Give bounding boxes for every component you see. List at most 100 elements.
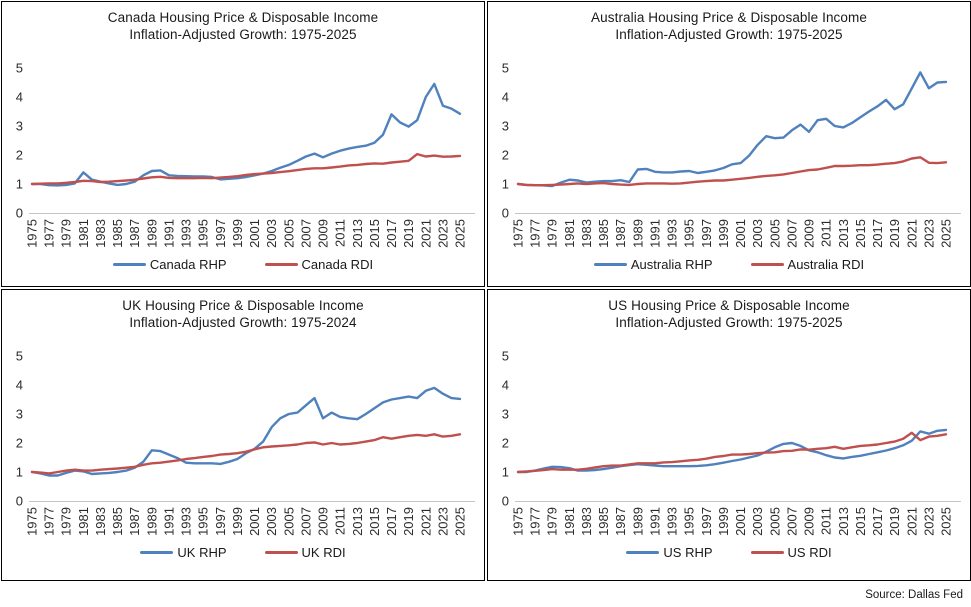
x-tick-label: 1999 <box>716 507 731 536</box>
legend-label-rhp: Australia RHP <box>630 257 713 272</box>
x-tick-label: 2021 <box>418 507 433 536</box>
x-tick-label: 2023 <box>435 219 450 248</box>
x-tick-label: 1985 <box>596 219 611 248</box>
x-tick-label: 1987 <box>127 219 142 248</box>
x-tick-label: 1991 <box>647 507 662 536</box>
x-tick-label: 1993 <box>665 219 680 248</box>
title-line-2: Inflation-Adjusted Growth: 1975-2025 <box>615 27 843 42</box>
x-tick-label: 2025 <box>939 507 954 536</box>
legend-label-rhp: US RHP <box>663 545 713 560</box>
rdi-line-swatch <box>264 551 298 554</box>
chart-title-uk: UK Housing Price & Disposable Income Inf… <box>2 290 484 331</box>
x-tick-label: 2003 <box>264 219 279 248</box>
x-tick-label: 1993 <box>179 219 194 248</box>
x-tick-label: 2025 <box>939 219 954 248</box>
rhp-line-swatch <box>626 551 660 554</box>
y-tick-label: 4 <box>502 378 509 393</box>
x-tick-label: 2017 <box>870 219 885 248</box>
x-tick-label: 1977 <box>528 507 543 536</box>
x-tick-label: 2021 <box>904 507 919 536</box>
chart-title-canada: Canada Housing Price & Disposable Income… <box>2 2 484 43</box>
x-tick-label: 2001 <box>247 507 262 536</box>
x-tick-label: 1995 <box>196 507 211 536</box>
x-tick-label: 2001 <box>733 507 748 536</box>
y-tick-label: 0 <box>16 494 23 509</box>
x-axis-labels: 1975 1977 1979 1981 1983 1985 1987 1989 1991 1993… <box>511 507 954 536</box>
x-tick-label: 1977 <box>528 219 543 248</box>
x-tick-label: 2007 <box>784 507 799 536</box>
x-tick-label: 2021 <box>418 219 433 248</box>
x-tick-label: 2021 <box>904 219 919 248</box>
x-tick-label: 2005 <box>281 219 296 248</box>
x-tick-label: 2023 <box>435 507 450 536</box>
x-tick-label: 1999 <box>230 507 245 536</box>
x-tick-label: 2007 <box>298 507 313 536</box>
x-tick-label: 2011 <box>333 507 348 535</box>
legend-item-rdi: Canada RDI <box>264 257 373 272</box>
x-tick-label: 1991 <box>161 219 176 248</box>
x-tick-label: 2003 <box>264 507 279 536</box>
rdi-line-swatch <box>264 263 298 266</box>
x-tick-label: 1995 <box>682 219 697 248</box>
y-tick-label: 3 <box>16 407 23 422</box>
x-tick-label: 1987 <box>613 507 628 536</box>
x-tick-label: 1981 <box>76 219 91 248</box>
x-tick-label: 2005 <box>281 507 296 536</box>
x-tick-label: 2023 <box>921 507 936 536</box>
x-tick-label: 1991 <box>161 507 176 536</box>
x-tick-label: 1977 <box>42 219 57 248</box>
chart-title-australia: Australia Housing Price & Disposable Inc… <box>488 2 970 43</box>
x-tick-label: 1975 <box>25 507 40 536</box>
x-tick-label: 1975 <box>511 219 526 248</box>
legend-item-rdi: UK RDI <box>264 545 346 560</box>
legend-item-rhp: Canada RHP <box>112 257 227 272</box>
x-tick-label: 2017 <box>384 507 399 536</box>
legend-canada: Canada RHP Canada RDI <box>2 257 484 272</box>
y-tick-label: 4 <box>502 90 509 105</box>
series-line <box>516 428 948 474</box>
title-line-1: US Housing Price & Disposable Income <box>608 298 850 313</box>
x-tick-label: 2001 <box>733 219 748 248</box>
series-line <box>30 433 462 475</box>
y-tick-label: 0 <box>16 206 23 221</box>
title-line-2: Inflation-Adjusted Growth: 1975-2024 <box>129 315 357 330</box>
x-tick-label: 2005 <box>767 507 782 536</box>
x-tick-label: 2023 <box>921 219 936 248</box>
legend-item-rhp: US RHP <box>626 545 713 560</box>
chart-grid: Canada Housing Price & Disposable Income… <box>1 1 971 581</box>
source-note: Source: Dallas Fed <box>865 589 963 601</box>
y-tick-label: 1 <box>16 177 23 192</box>
series-line <box>30 152 462 186</box>
x-tick-label: 1989 <box>144 507 159 536</box>
legend-us: US RHP US RDI <box>488 545 970 560</box>
x-tick-label: 2003 <box>750 219 765 248</box>
x-tick-label: 2007 <box>784 219 799 248</box>
x-tick-label: 2017 <box>384 219 399 248</box>
chart-box-us: US Housing Price & Disposable Income Inf… <box>487 289 971 581</box>
series-line <box>516 156 948 187</box>
x-tick-label: 1989 <box>144 219 159 248</box>
x-tick-label: 2011 <box>819 219 834 247</box>
x-tick-label: 1989 <box>630 219 645 248</box>
x-axis-labels: 1975 1977 1979 1981 1983 1985 1987 1989 1991 1993… <box>25 219 468 248</box>
y-tick-label: 3 <box>502 407 509 422</box>
x-tick-label: 2015 <box>853 219 868 248</box>
x-tick-label: 1977 <box>42 507 57 536</box>
title-line-2: Inflation-Adjusted Growth: 1975-2025 <box>129 27 357 42</box>
x-tick-label: 1997 <box>699 219 714 248</box>
rdi-line-swatch <box>750 551 784 554</box>
rhp-line-swatch <box>593 263 627 266</box>
x-tick-label: 2019 <box>887 219 902 248</box>
x-tick-label: 1975 <box>25 219 40 248</box>
legend-item-rhp: Australia RHP <box>593 257 713 272</box>
x-tick-label: 2025 <box>453 507 468 536</box>
x-tick-label: 1979 <box>545 219 560 248</box>
x-tick-label: 2009 <box>802 219 817 248</box>
x-tick-label: 2013 <box>836 219 851 248</box>
x-tick-label: 2017 <box>870 507 885 536</box>
x-tick-label: 2011 <box>333 219 348 247</box>
x-tick-label: 2013 <box>836 507 851 536</box>
x-tick-label: 2009 <box>316 219 331 248</box>
x-tick-label: 1999 <box>230 219 245 248</box>
